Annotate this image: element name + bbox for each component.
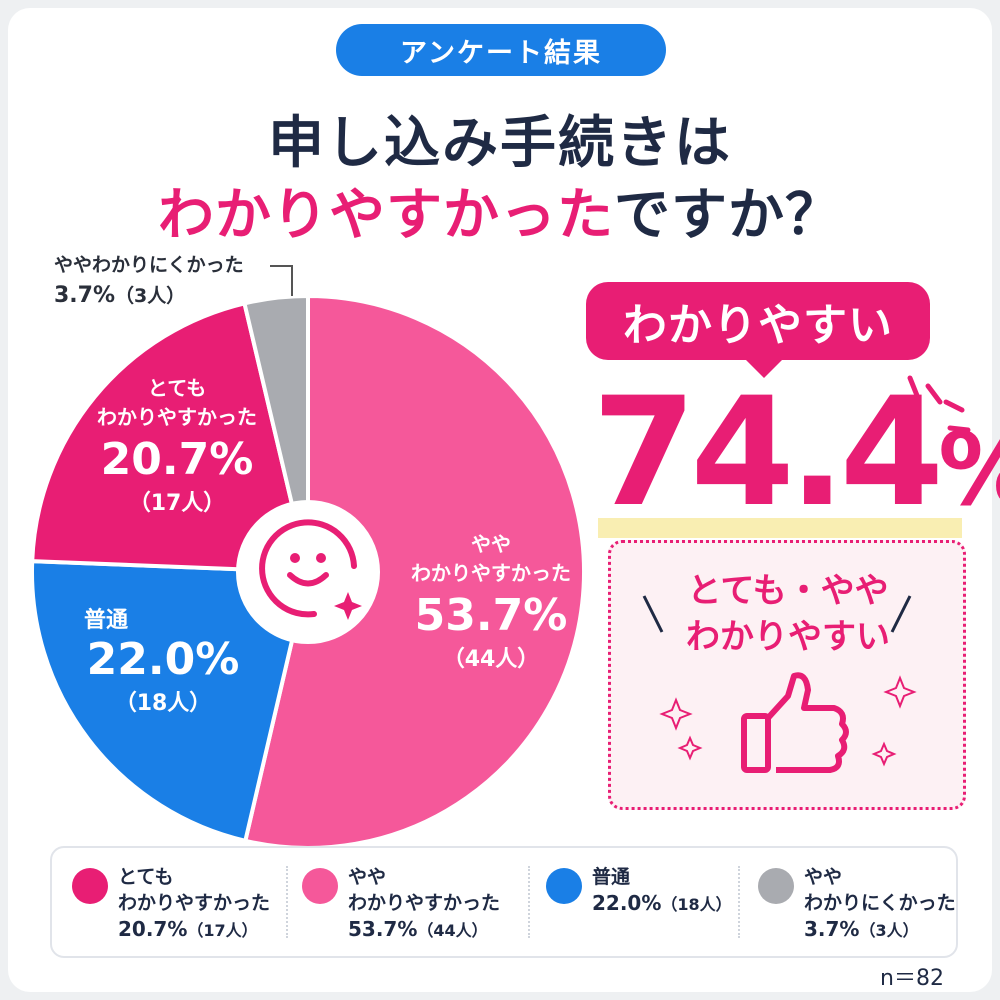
pie-slice-0 [242,293,586,850]
legend-pct: 53.7% [348,917,418,941]
smile-icon [259,519,362,620]
title-highlight: わかりやすかった [158,183,614,248]
legend-text: とても わかりやすかった 20.7%（17人） [118,864,270,944]
legend-count: （44人） [417,921,488,940]
legend-item-normal: 普通 22.0%（18人） [540,848,732,956]
slice-large-line2: わかりやすかった [411,561,571,585]
big-percentage: 74.4% [592,378,1000,528]
legend-text: 普通 22.0%（18人） [592,864,732,918]
small-slice-pct: 3.7% [54,283,116,308]
legend-line1: やや [348,866,387,888]
title-line2: わかりやすかったですか？ [0,170,1000,251]
slice-magenta-line2: わかりやすかった [97,405,257,429]
slice-blue-pct: 22.0% [86,634,240,685]
legend-text: やや わかりにくかった 3.7%（3人） [804,864,956,944]
burst-lines [907,375,971,433]
legend-line1: とても [118,866,174,888]
legend-line1: やや [804,866,843,888]
bubble-tail [744,358,784,378]
legend-text: やや わかりやすかった 53.7%（44人） [348,864,500,944]
pie-slice-1 [30,559,311,844]
title-line1: 申し込み手続きは [268,111,732,176]
legend-dot [758,868,794,904]
legend-pct: 22.0% [592,891,662,915]
title-rest: ですか？ [614,183,842,248]
legend-divider [286,866,288,938]
legend-pct: 3.7% [804,917,860,941]
slice-magenta-pct: 20.7% [100,434,254,485]
callout-bubble: わかりやすい [586,282,930,360]
legend-divider [528,866,530,938]
survey-badge: アンケート結果 [336,24,666,76]
legend-pct: 20.7% [118,917,188,941]
legend-line2: わかりやすかった [348,892,501,914]
legend-line2: わかりにくかった [804,892,956,914]
slice-magenta-count: （17人） [128,491,226,516]
slice-blue-line1: 普通 [84,608,129,633]
slice-large-pct: 53.7% [414,590,568,641]
highlight-bar [598,518,962,538]
slice-large-count: （44人） [442,647,540,672]
legend-count: （18人） [661,895,732,914]
pie-slice-2 [30,301,311,575]
legend-dot [546,868,582,904]
slice-label-large: やや わかりやすかった 53.7% （44人） [396,528,586,673]
legend-item-very: とても わかりやすかった 20.7%（17人） [66,848,276,956]
leader-line [270,265,293,296]
legend: とても わかりやすかった 20.7%（17人） やや わかりやすかった 53.7… [50,846,958,958]
legend-divider [738,866,740,938]
legend-item-hard: やや わかりにくかった 3.7%（3人） [752,848,956,956]
slice-blue-count: （18人） [114,691,212,716]
legend-dot [302,868,338,904]
legend-count: （3人） [859,921,919,940]
callout-subtext: とても・やや わかりやすい [668,568,908,660]
big-number: 74.4 [592,366,944,540]
small-slice-note: ややわかりにくかった 3.7%（3人） [54,250,244,308]
legend-item-somewhat: やや わかりやすかった 53.7%（44人） [296,848,516,956]
legend-count: （17人） [187,921,258,940]
legend-line1: 普通 [592,866,631,888]
big-unit: % [938,411,1000,528]
slice-label-blue: 普通 22.0% （18人） [78,602,248,717]
legend-dot [72,868,108,904]
legend-line2: わかりやすかった [118,892,271,914]
small-slice-label: ややわかりにくかった [54,254,244,276]
slice-magenta-line1: とても [147,376,207,400]
callout-sub-line2: わかりやすい [686,617,890,657]
small-slice-count: （3人） [115,285,186,307]
slice-large-line1: やや [471,532,511,556]
callout-sub-line1: とても・やや [687,571,889,611]
slice-label-magenta: とても わかりやすかった 20.7% （17人） [82,372,272,517]
sample-size: n＝82 [880,966,944,991]
